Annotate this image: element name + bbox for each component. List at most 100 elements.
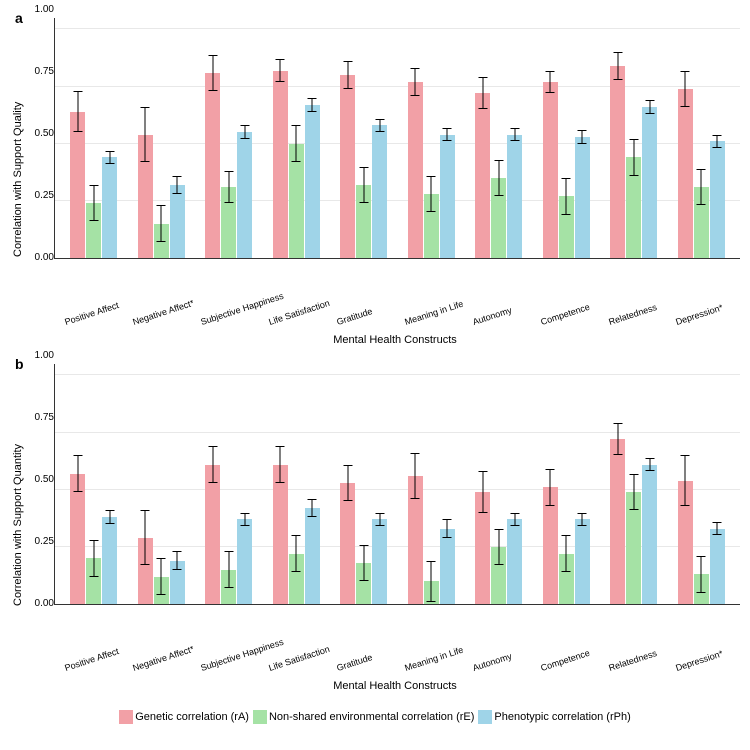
bar-rA — [610, 66, 625, 258]
bar-rA — [340, 75, 355, 258]
bar-rPh — [170, 561, 185, 604]
bar-group — [678, 18, 725, 258]
legend-item: Non-shared environmental correlation (rE… — [253, 710, 474, 724]
chart-panel-b: bCorrelation with Support Quantity1.000.… — [10, 356, 740, 692]
bar-group — [610, 18, 657, 258]
bar-rPh — [102, 157, 117, 258]
bar-rPh — [575, 519, 590, 604]
x-axis-label: Mental Health Constructs — [10, 334, 740, 346]
bar-rE — [289, 144, 304, 258]
bar-rA — [70, 112, 85, 258]
bar-rE — [356, 185, 371, 258]
bar-rPh — [305, 508, 320, 604]
legend-swatch — [478, 710, 492, 724]
bar-rA — [138, 538, 153, 604]
bar-rA — [205, 73, 220, 258]
bar-rE — [694, 574, 709, 604]
legend-label: Genetic correlation (rA) — [135, 711, 249, 723]
bar-group — [340, 18, 387, 258]
bar-rA — [138, 135, 153, 258]
bar-rA — [678, 481, 693, 604]
bar-group — [475, 18, 522, 258]
bar-rE — [289, 554, 304, 604]
bar-rE — [356, 563, 371, 604]
bar-rPh — [237, 132, 252, 258]
bar-rPh — [372, 125, 387, 258]
bar-rE — [86, 203, 101, 258]
bar-rA — [408, 476, 423, 604]
bar-group — [408, 364, 455, 604]
y-axis-label: Correlation with Support Quality — [10, 10, 24, 303]
bar-group — [205, 18, 252, 258]
legend-swatch — [253, 710, 267, 724]
bar-rE — [694, 187, 709, 258]
bar-rPh — [372, 519, 387, 604]
y-ticks: 1.000.750.500.250.00 — [24, 10, 54, 303]
x-labels: Positive AffectNegative Affect*Subjectiv… — [10, 303, 740, 319]
y-ticks: 1.000.750.500.250.00 — [24, 356, 54, 649]
legend-item: Genetic correlation (rA) — [119, 710, 249, 724]
bar-rA — [610, 439, 625, 604]
bar-group — [408, 18, 455, 258]
y-axis-label: Correlation with Support Quantity — [10, 356, 24, 649]
legend-label: Non-shared environmental correlation (rE… — [269, 711, 474, 723]
bar-rA — [70, 474, 85, 604]
bar-group — [273, 18, 320, 258]
bar-rPh — [507, 135, 522, 258]
bar-group — [205, 364, 252, 604]
bar-rPh — [642, 107, 657, 258]
bar-rE — [559, 196, 574, 258]
bar-rE — [559, 554, 574, 604]
bar-rPh — [642, 465, 657, 604]
bar-group — [543, 364, 590, 604]
bar-rPh — [507, 519, 522, 604]
bar-group — [610, 364, 657, 604]
bar-group — [70, 364, 117, 604]
bar-group — [340, 364, 387, 604]
bar-group — [70, 18, 117, 258]
x-axis-label: Mental Health Constructs — [10, 680, 740, 692]
legend: Genetic correlation (rA) Non-shared envir… — [10, 710, 740, 724]
bar-rA — [273, 71, 288, 258]
bar-rPh — [575, 137, 590, 258]
bar-rA — [475, 492, 490, 604]
bar-rA — [205, 465, 220, 604]
bar-rE — [154, 577, 169, 604]
bar-rA — [408, 82, 423, 258]
bar-rE — [154, 224, 169, 258]
bar-rE — [221, 570, 236, 604]
bar-rPh — [102, 517, 117, 604]
bar-group — [138, 18, 185, 258]
legend-label: Phenotypic correlation (rPh) — [494, 711, 630, 723]
bar-group — [475, 364, 522, 604]
bar-rPh — [710, 529, 725, 604]
bar-rE — [86, 558, 101, 604]
bar-rE — [626, 157, 641, 258]
bar-rA — [678, 89, 693, 258]
bar-group — [678, 364, 725, 604]
chart-panel-a: aCorrelation with Support Quality1.000.7… — [10, 10, 740, 346]
bar-rPh — [170, 185, 185, 258]
bar-rE — [626, 492, 641, 604]
x-labels: Positive AffectNegative Affect*Subjectiv… — [10, 649, 740, 665]
bar-rPh — [305, 105, 320, 258]
bar-rE — [221, 187, 236, 258]
bar-rPh — [440, 135, 455, 258]
bar-rE — [424, 194, 439, 258]
bar-rA — [340, 483, 355, 604]
bar-rA — [543, 487, 558, 604]
plot-area — [54, 18, 740, 259]
bar-group — [543, 18, 590, 258]
bar-rE — [491, 178, 506, 258]
bar-rPh — [440, 529, 455, 604]
bar-rA — [475, 93, 490, 258]
bar-rE — [491, 547, 506, 604]
plot-area — [54, 364, 740, 605]
legend-item: Phenotypic correlation (rPh) — [478, 710, 630, 724]
bar-group — [273, 364, 320, 604]
bar-rA — [543, 82, 558, 258]
bar-rPh — [710, 141, 725, 258]
bar-group — [138, 364, 185, 604]
bar-rA — [273, 465, 288, 604]
bar-rE — [424, 581, 439, 604]
